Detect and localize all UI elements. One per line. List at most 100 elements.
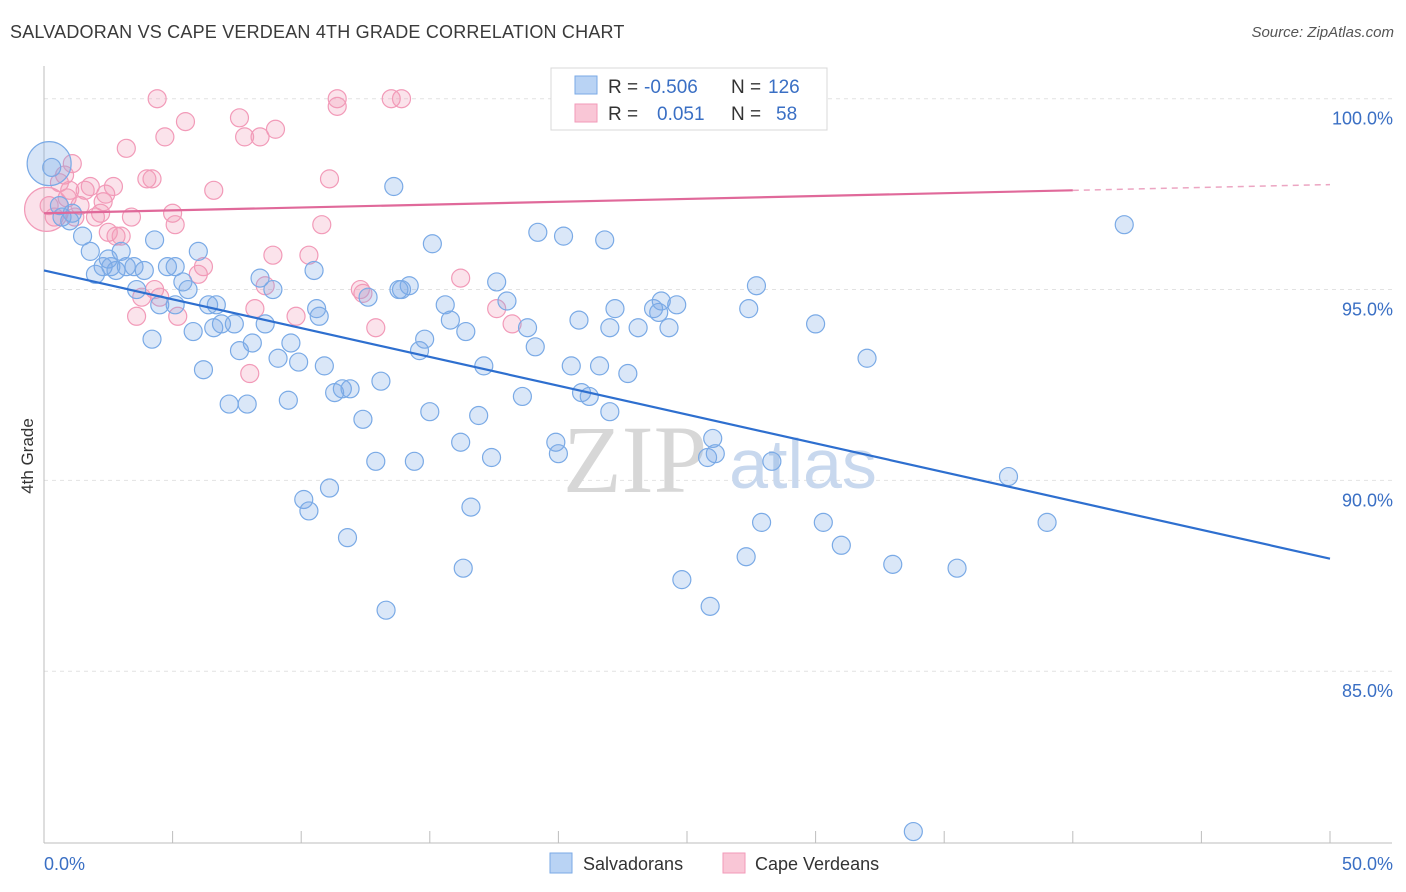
axes — [43, 66, 1392, 844]
cape-verdeans-point — [286, 306, 306, 326]
cape-verdeans-point — [126, 306, 147, 326]
cape-verdeans-point — [168, 306, 188, 326]
salvadorans-point — [605, 299, 625, 319]
n-value-2: 58 — [776, 104, 797, 125]
r-value-1: -0.506 — [644, 77, 698, 98]
salvadorans-point — [263, 279, 283, 300]
trend-lines — [43, 183, 1331, 560]
salvadorans-point — [183, 321, 203, 342]
cape-verdeans-point — [240, 363, 260, 384]
salvadorans-point — [299, 501, 319, 521]
salvadorans-point — [101, 257, 121, 277]
cape-verdeans-point — [103, 176, 124, 197]
salvadorans-point — [353, 409, 373, 429]
salvadorans-point — [595, 230, 615, 250]
watermark-atlas: atlas — [729, 425, 877, 503]
salvadorans-point — [525, 337, 545, 357]
salvadorans-trend-line — [43, 269, 1331, 560]
salvadorans-point — [883, 554, 903, 574]
cape-verdeans-point — [235, 127, 255, 147]
watermark: ZIP atlas — [563, 406, 877, 513]
cape-verdeans-point — [96, 184, 116, 204]
cape-verdeans-point — [75, 180, 95, 200]
salvadorans-point — [1114, 215, 1134, 235]
salvadorans-point — [314, 356, 334, 376]
salvadorans-point — [85, 264, 106, 284]
salvadorans-point — [649, 302, 669, 323]
salvadorans-point — [746, 276, 767, 296]
salvadorans-point — [268, 348, 288, 368]
cape-verdeans-point — [391, 89, 412, 109]
cape-verdeans-points — [23, 89, 826, 384]
salvadorans-point — [116, 257, 136, 277]
salvadorans-point — [589, 356, 610, 376]
cape-verdeans-point — [111, 226, 131, 246]
y-tick-label: 95.0% — [1342, 300, 1393, 320]
salvadorans-large-point — [26, 141, 72, 187]
salvadorans-point — [903, 821, 923, 842]
legend-label-salvadorans: Salvadorans — [583, 854, 683, 874]
salvadorans-point — [157, 257, 178, 277]
salvadorans-point — [250, 268, 270, 288]
salvadorans-point — [440, 310, 460, 330]
salvadorans-point — [106, 260, 126, 281]
salvadorans-point — [399, 276, 419, 296]
salvadorans-point — [553, 226, 574, 246]
cape-verdeans-point — [451, 268, 471, 288]
source-label: Source: ZipAtlas.com — [1251, 24, 1394, 41]
salvadorans-point — [366, 451, 386, 471]
cape-verdeans-point — [245, 299, 265, 319]
salvadorans-point — [453, 558, 473, 578]
y-axis-label: 4th Grade — [18, 418, 37, 494]
salvadorans-point — [998, 466, 1019, 487]
salvadorans-point — [42, 157, 62, 178]
salvadorans-point — [672, 570, 692, 590]
salvadorans-point — [546, 432, 566, 452]
legend-swatch-salvadorans — [549, 852, 573, 874]
legend-swatch-cape-verdeans — [722, 852, 746, 874]
cape-verdeans-point — [229, 108, 250, 128]
salvadorans-point — [224, 314, 244, 334]
salvadorans-point — [188, 241, 208, 261]
x-tick-label-left: 0.0% — [44, 854, 85, 874]
salvadorans-point — [422, 234, 442, 254]
salvadorans-point — [142, 329, 162, 349]
cape-verdeans-point — [502, 314, 522, 334]
salvadorans-point — [947, 558, 967, 578]
cape-verdeans-point — [327, 96, 347, 116]
salvadorans-point — [628, 318, 648, 338]
salvadorans-point — [278, 390, 298, 410]
salvadorans-point — [80, 241, 100, 261]
cape-verdeans-point — [265, 119, 286, 139]
salvadorans-point — [340, 379, 360, 399]
salvadorans-point — [332, 379, 352, 399]
salvadorans-point — [451, 432, 471, 452]
salvadorans-point — [294, 489, 314, 510]
salvadorans-point — [461, 497, 481, 517]
cape-verdeans-point — [121, 207, 142, 227]
salvadorans-point — [700, 596, 720, 616]
salvadorans-point — [384, 176, 404, 197]
cape-verdeans-point — [155, 127, 175, 147]
salvadorans-point — [703, 428, 723, 449]
cape-verdeans-point — [204, 180, 224, 200]
cape-verdeans-point — [366, 318, 386, 338]
cape-verdeans-trend-line — [43, 189, 1073, 215]
cape-verdeans-point — [353, 283, 373, 303]
cape-verdeans-point — [381, 89, 401, 109]
salvadorans-point — [805, 314, 826, 334]
salvadorans-point — [474, 356, 494, 376]
salvadorans-point — [242, 333, 262, 353]
salvadorans-point — [371, 371, 391, 391]
salvadorans-point — [569, 310, 589, 330]
cape-verdeans-point — [487, 299, 507, 319]
salvadorans-point — [358, 287, 378, 307]
cape-verdeans-point — [39, 195, 59, 216]
salvadorans-point — [289, 352, 309, 372]
salvadorans-point — [600, 318, 620, 338]
r-value-2: 0.051 — [657, 104, 705, 125]
salvadorans-points — [26, 141, 1134, 842]
salvadorans-point — [304, 260, 324, 281]
salvadorans-point — [705, 444, 725, 464]
y-tick-label: 90.0% — [1342, 490, 1393, 510]
